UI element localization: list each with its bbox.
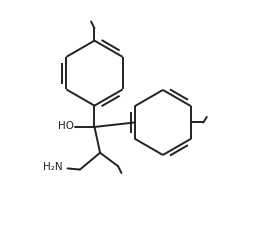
Text: H₂N: H₂N — [43, 162, 63, 172]
Text: HO: HO — [58, 121, 74, 131]
